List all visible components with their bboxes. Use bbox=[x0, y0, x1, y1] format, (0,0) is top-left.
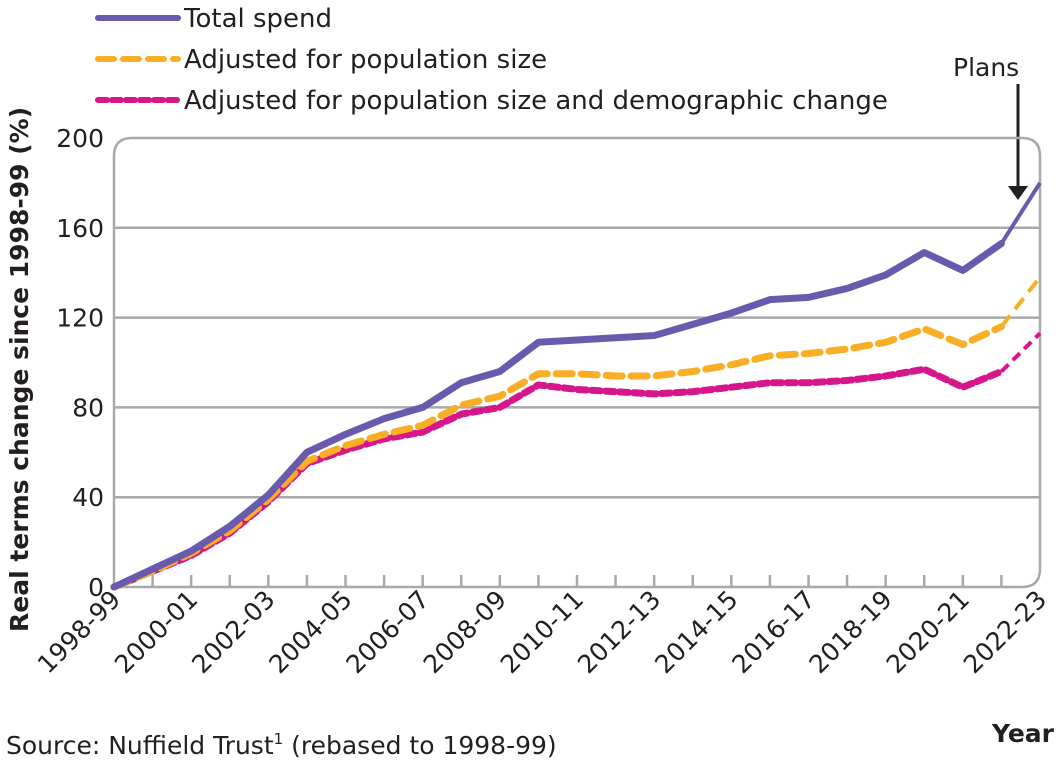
x-tick-label: 2004-05 bbox=[263, 585, 357, 679]
series-line-actual bbox=[110, 240, 1005, 591]
legend-item: Adjusted for population size and demogra… bbox=[95, 86, 888, 116]
y-tick-label: 120 bbox=[56, 304, 104, 333]
x-tick-label: 2006-07 bbox=[341, 585, 435, 679]
legend-item: Adjusted for population size bbox=[95, 45, 547, 75]
series-line-plan bbox=[999, 181, 1042, 245]
y-tick-label: 40 bbox=[72, 483, 104, 512]
x-axis-ticks bbox=[151, 575, 1003, 587]
x-tick-label: 2000-01 bbox=[109, 585, 203, 679]
y-axis-tick-labels: 0 40 80 120 160 200 bbox=[56, 124, 104, 602]
x-tick-label: 2014-15 bbox=[649, 585, 743, 679]
y-tick-label: 0 bbox=[88, 573, 104, 602]
series-total-spend bbox=[110, 181, 1042, 591]
x-tick-label: 2010-11 bbox=[495, 585, 589, 679]
series-line-plan bbox=[1000, 331, 1042, 373]
x-tick-label: 2022-23 bbox=[958, 585, 1052, 679]
x-tick-label: 2020-21 bbox=[881, 585, 975, 679]
series-adjusted-for-population-size-and-demographic-change bbox=[110, 331, 1042, 591]
source-superscript: 1 bbox=[274, 730, 284, 748]
x-tick-label: 2012-13 bbox=[572, 585, 666, 679]
plans-arrow-head bbox=[1008, 186, 1028, 200]
plot-frame bbox=[112, 136, 1042, 589]
legend: Total spend Adjusted for population size A… bbox=[95, 4, 888, 116]
x-tick-label: 2018-19 bbox=[804, 585, 898, 679]
legend-label: Adjusted for population size and demogra… bbox=[184, 86, 888, 116]
plans-annotation-label: Plans bbox=[953, 53, 1019, 82]
x-tick-label: 2016-17 bbox=[726, 585, 820, 679]
y-axis-title: Real terms change since 1998-99 (%) bbox=[5, 107, 34, 632]
x-tick-label: 2002-03 bbox=[186, 585, 280, 679]
source-note: Source: Nuffield Trust1 (rebased to 1998… bbox=[6, 730, 557, 760]
y-tick-label: 160 bbox=[56, 214, 104, 243]
series-lines bbox=[110, 181, 1042, 591]
x-axis-tick-labels: 1998-992000-012002-032004-052006-072008-… bbox=[32, 585, 1052, 679]
legend-label: Total spend bbox=[183, 4, 332, 34]
series-line-actual bbox=[110, 365, 1005, 591]
series-line-actual bbox=[110, 323, 1005, 591]
source-prefix: Source: Nuffield Trust bbox=[6, 731, 274, 760]
y-tick-label: 80 bbox=[72, 393, 104, 422]
x-tick-label: 2008-09 bbox=[418, 585, 512, 679]
series-adjusted-for-population-size bbox=[110, 275, 1042, 591]
y-tick-label: 200 bbox=[56, 124, 104, 153]
x-tick-label: 1998-99 bbox=[32, 585, 126, 679]
legend-label: Adjusted for population size bbox=[184, 45, 547, 75]
source-suffix: (rebased to 1998-99) bbox=[283, 731, 556, 760]
series-line-plan bbox=[999, 275, 1042, 328]
legend-item: Total spend bbox=[95, 4, 332, 34]
x-axis-title: Year bbox=[991, 719, 1055, 748]
